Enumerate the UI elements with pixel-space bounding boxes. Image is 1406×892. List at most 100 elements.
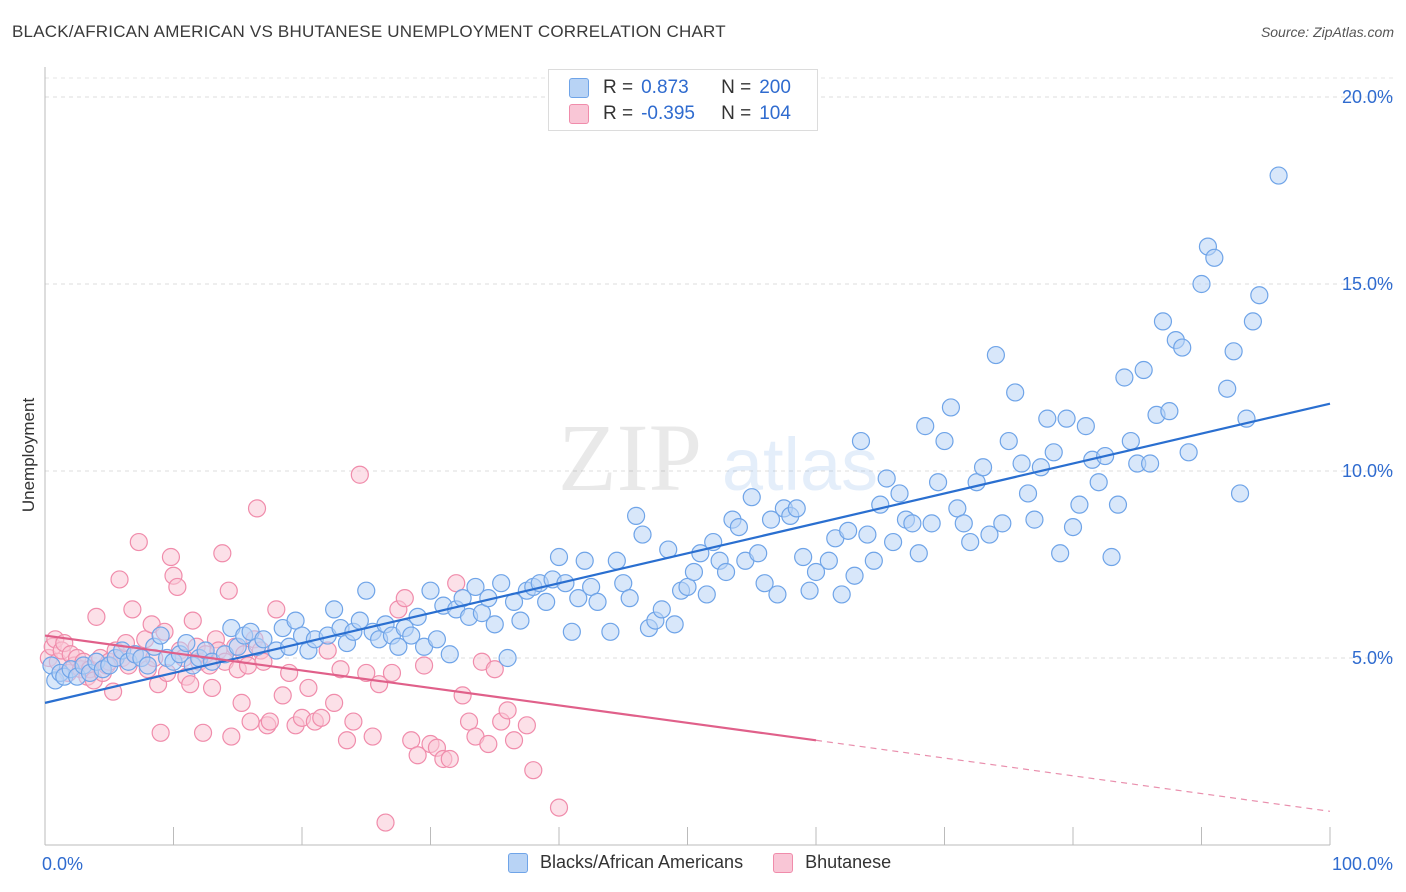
- data-point: [247, 499, 267, 518]
- data-point: [312, 708, 331, 727]
- data-point: [620, 589, 639, 608]
- data-point: [768, 585, 787, 604]
- data-point: [1102, 547, 1121, 567]
- tick-labels: 5.0% 10.0% 15.0% 20.0% 0.0% 100.0%: [42, 87, 1393, 874]
- data-point: [1224, 342, 1243, 361]
- data-point: [485, 660, 504, 679]
- legend-swatch-blacks: [508, 852, 528, 873]
- data-point: [851, 431, 871, 451]
- n-value: 200: [759, 77, 791, 98]
- data-point: [193, 723, 213, 742]
- stats-swatch-bhutanese: [569, 104, 589, 124]
- data-point: [1140, 454, 1160, 473]
- n-label: N =: [721, 103, 752, 124]
- data-point: [607, 551, 626, 570]
- data-point: [916, 417, 935, 436]
- data-point: [254, 630, 273, 649]
- data-point: [87, 607, 106, 626]
- chart-title: BLACK/AFRICAN AMERICAN VS BHUTANESE UNEM…: [12, 22, 726, 41]
- data-point: [357, 581, 376, 600]
- data-point: [909, 544, 928, 563]
- data-point: [961, 532, 980, 552]
- data-point: [903, 514, 922, 533]
- data-point: [492, 574, 511, 593]
- data-point: [1038, 409, 1057, 428]
- data-point: [729, 517, 749, 537]
- data-point: [941, 398, 961, 417]
- data-point: [614, 574, 633, 593]
- y-tick-label: 20.0%: [1342, 87, 1393, 107]
- data-point: [1179, 443, 1198, 462]
- data-point: [845, 566, 864, 585]
- data-point: [800, 581, 819, 600]
- r-value: 0.873: [641, 77, 689, 98]
- data-point: [382, 663, 402, 683]
- data-point: [1205, 248, 1224, 267]
- data-point: [839, 521, 858, 540]
- data-point: [183, 611, 202, 630]
- data-point: [755, 574, 774, 593]
- data-point: [1018, 484, 1038, 503]
- source-label: Source: ZipAtlas.com: [1260, 24, 1394, 40]
- watermark: ZIP atlas: [558, 404, 878, 511]
- data-point: [238, 656, 258, 675]
- data-point: [697, 585, 716, 604]
- data-point: [716, 562, 736, 582]
- legend-item-bhutanese[interactable]: Bhutanese: [773, 852, 891, 873]
- trend-line-blacks: [44, 402, 1331, 704]
- data-point: [1044, 443, 1063, 462]
- r-value: -0.395: [641, 103, 695, 124]
- data-point: [626, 506, 646, 525]
- data-point: [241, 712, 260, 731]
- data-point: [498, 701, 517, 720]
- data-point: [498, 648, 517, 668]
- data-point: [421, 581, 440, 600]
- stats-swatch-blacks: [569, 78, 589, 98]
- data-point: [466, 577, 485, 597]
- data-point: [1134, 360, 1153, 380]
- data-point: [440, 749, 459, 769]
- legend-label-bhutanese: Bhutanese: [805, 852, 892, 872]
- data-point: [337, 731, 357, 750]
- data-point: [787, 499, 806, 518]
- data-point: [1173, 338, 1192, 357]
- data-point: [453, 686, 472, 705]
- data-point: [408, 746, 427, 765]
- data-point: [883, 532, 903, 552]
- data-point: [357, 663, 376, 683]
- data-point: [402, 626, 421, 645]
- data-point: [222, 727, 241, 746]
- data-point: [402, 731, 421, 750]
- data-point: [1070, 495, 1089, 514]
- data-point: [948, 499, 967, 518]
- data-point: [1192, 274, 1211, 294]
- data-point: [1089, 473, 1108, 492]
- data-point: [389, 637, 408, 656]
- data-point: [472, 604, 491, 623]
- data-point: [213, 544, 232, 563]
- data-point: [806, 562, 826, 582]
- data-point: [633, 525, 652, 544]
- data-point: [1051, 544, 1070, 563]
- data-point: [665, 615, 684, 634]
- data-point: [742, 488, 761, 507]
- n-value: 104: [759, 103, 791, 124]
- y-tick-label: 10.0%: [1342, 461, 1393, 481]
- data-point: [325, 693, 344, 712]
- data-point: [986, 345, 1006, 365]
- data-point: [877, 469, 896, 488]
- data-point: [954, 514, 973, 533]
- data-point: [395, 589, 414, 608]
- data-point: [1025, 510, 1044, 529]
- legend-item-blacks[interactable]: Blacks/African Americans: [508, 852, 743, 873]
- data-point: [202, 678, 222, 698]
- data-point: [459, 712, 479, 731]
- data-point: [569, 589, 588, 608]
- data-point: [1218, 379, 1237, 398]
- data-point: [575, 551, 594, 570]
- r-label: R =: [603, 103, 634, 124]
- data-point: [1115, 368, 1134, 387]
- data-point: [363, 727, 382, 746]
- data-point: [1160, 402, 1179, 421]
- data-point: [517, 716, 536, 735]
